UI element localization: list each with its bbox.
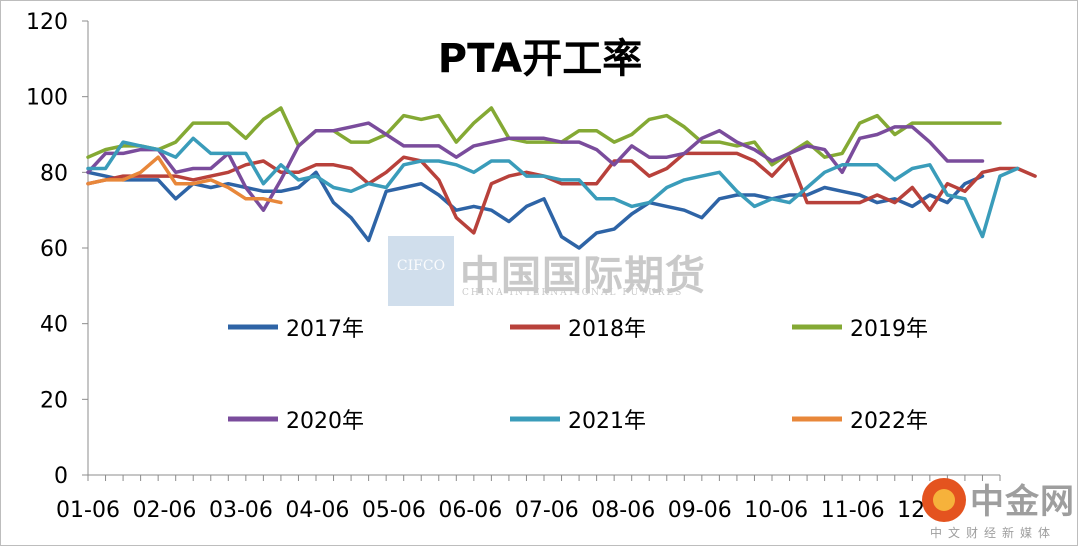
- x-tick-label: 01-06: [56, 498, 120, 523]
- y-tick-label: 20: [40, 388, 68, 413]
- cngold-logo-text: 中金网: [970, 482, 1075, 522]
- y-tick-label: 0: [54, 464, 68, 489]
- series-line-6: [86, 155, 283, 205]
- y-tick-label: 120: [26, 10, 68, 35]
- y-tick-label: 100: [26, 86, 68, 111]
- y-tick-label: 40: [40, 313, 68, 338]
- cngold-logo-icon: [922, 478, 966, 522]
- x-tick-label: 06-06: [438, 498, 502, 523]
- axes: 0 20 40 60 80 100 120 01-06 02-06 03-06 04-06 05-06…: [26, 10, 1001, 523]
- legend: 2017年 2018年 2019年 2020年 2021年 2022年: [228, 317, 928, 434]
- cngold-logo-slogan: 中文财经新媒体: [930, 526, 1057, 540]
- legend-label: 2020年: [286, 409, 364, 434]
- chart-title: PTA开工率: [438, 36, 642, 82]
- series-line-2: [86, 151, 1037, 235]
- x-tick-label: 11-06: [821, 498, 885, 523]
- legend-label: 2022年: [850, 409, 928, 434]
- legend-label: 2017年: [286, 317, 364, 342]
- y-tick-label: 60: [40, 237, 68, 262]
- x-tick-label: 07-06: [515, 498, 579, 523]
- watermark-logo-box: [388, 236, 454, 306]
- x-tick-label: 08-06: [591, 498, 655, 523]
- legend-label: 2019年: [850, 317, 928, 342]
- watermark-box-text: CIFCO: [396, 258, 446, 274]
- legend-label: 2018年: [568, 317, 646, 342]
- series-line-4: [86, 121, 985, 212]
- series-line-3: [86, 106, 1002, 167]
- x-tick-label: 05-06: [362, 498, 426, 523]
- x-tick-label: 03-06: [209, 498, 273, 523]
- legend-label: 2021年: [568, 409, 646, 434]
- y-tick-label: 80: [40, 161, 68, 186]
- x-tick-label: 10-06: [744, 498, 808, 523]
- series-line-1: [86, 170, 985, 250]
- series-layer: [86, 106, 1037, 250]
- watermark-name-en: CHINA INTERNATIONAL FUTURES: [462, 288, 684, 298]
- x-tick-label: 04-06: [285, 498, 349, 523]
- x-tick-label: 02-06: [132, 498, 196, 523]
- x-tick-label: 09-06: [668, 498, 732, 523]
- series-line-5: [86, 136, 1020, 239]
- watermark-name-cn: 中国国际期货: [460, 253, 706, 299]
